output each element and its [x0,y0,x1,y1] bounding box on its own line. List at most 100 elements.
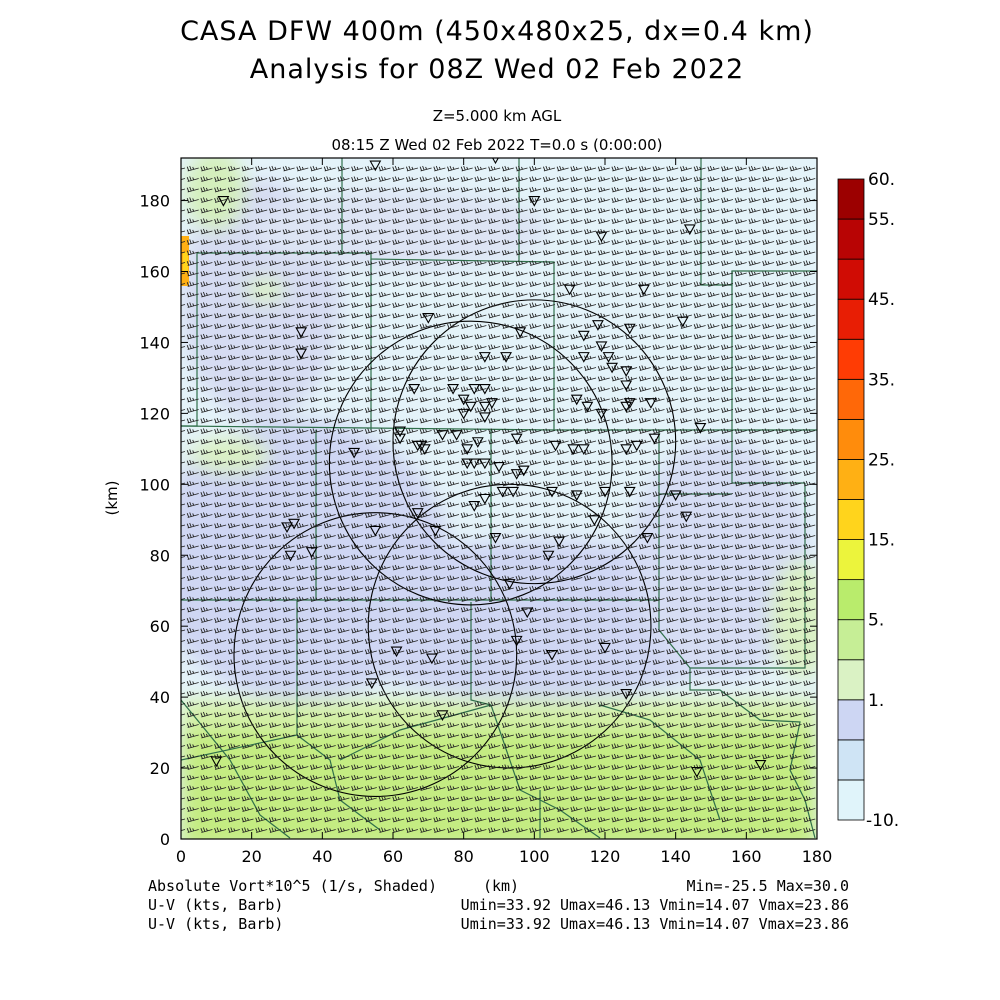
station-marker [422,313,435,324]
station-marker [478,383,491,395]
station-marker [457,394,470,406]
station-marker [457,408,470,420]
station-marker [478,493,491,505]
station-marker [599,642,611,654]
barb-label-1: U-V (kts, Barb) [148,896,283,914]
station-marker [528,196,541,207]
station-marker [411,508,424,519]
x-tick-label: 120 [590,847,621,866]
station-marker [447,383,460,395]
station-markers [210,158,767,778]
radar-range-circle [328,320,613,606]
station-marker [676,316,689,328]
barb-stats-2: Umin=33.92 Umax=46.13 Vmin=14.07 Vmax=23… [461,915,849,933]
station-marker [595,408,608,420]
x-tick-label: 140 [660,847,691,866]
colorbar-swatch [837,659,865,701]
station-marker [630,440,643,452]
station-marker [521,607,534,619]
station-marker [637,284,650,296]
station-marker [546,486,558,498]
station-marker [690,767,703,778]
colorbar-swatch [837,739,865,781]
station-marker [620,366,633,377]
y-tick-label: 40 [150,688,170,707]
x-tick-label: 180 [802,847,833,866]
station-marker [408,383,421,395]
colorbar-swatch [837,258,865,300]
station-marker [478,412,491,424]
station-marker [510,433,523,445]
x-tick-label: 0 [176,847,186,866]
station-marker [394,426,407,438]
station-marker [478,352,491,363]
y-tick-label: 120 [139,404,170,423]
station-marker [623,398,636,409]
station-marker [620,380,633,392]
station-marker [369,525,382,537]
station-marker [464,401,477,413]
station-marker [577,352,590,363]
colorbar-swatch [837,459,865,500]
plot-area [181,158,817,839]
radar-range-circle [233,512,518,797]
station-marker [418,444,431,455]
station-marker [507,486,520,498]
station-marker [284,550,297,562]
station-marker [623,486,636,498]
station-marker [680,511,693,523]
station-marker [305,547,318,558]
station-marker [581,401,594,413]
station-marker [295,348,308,360]
y-tick-label: 100 [139,475,170,494]
colorbar-swatch [837,298,865,340]
x-tick-label: 40 [312,847,332,866]
level-label: Z=5.000 km AGL [433,107,562,125]
colorbar-swatch [837,779,865,821]
station-marker [450,430,463,441]
barb-stats-1: Umin=33.92 Umax=46.13 Vmin=14.07 Vmax=23… [461,896,849,914]
y-axis: 0 20 40 60 80 100 120 140 160 180 [139,192,817,849]
colorbar-swatch [837,539,865,581]
colorbar-swatch [837,338,865,380]
station-marker [468,458,481,470]
station-marker [620,689,633,700]
x-tick-label: 80 [453,847,473,866]
station-marker [602,352,615,363]
colorbar-swatch [837,418,865,460]
station-marker [588,515,601,526]
yellow-spot [183,252,188,272]
station-marker [669,490,682,502]
colorbar-swatch [837,619,865,661]
station-marker [468,383,481,395]
station-marker [595,231,608,243]
station-marker [591,320,604,331]
chart-subtitle: Analysis for 08Z Wed 02 Feb 2022 [250,54,744,85]
station-marker [436,710,449,721]
station-marker [415,440,428,452]
wind-barbs [181,165,817,833]
station-marker [348,447,361,459]
station-marker [595,341,608,353]
station-marker [644,398,657,409]
colorbar-label: -10. [866,811,899,831]
station-marker [620,444,633,455]
colorbar-label: 1. [868,691,884,711]
colorbar-swatch [837,499,865,540]
station-marker [478,458,491,470]
station-marker [394,433,407,445]
station-marker [549,440,562,452]
light-green-patch [190,437,270,473]
station-marker [553,536,566,548]
station-marker [429,525,442,537]
colorbar-label: 15. [868,531,895,551]
station-marker [503,579,516,590]
station-marker [563,284,576,296]
x-axis: 0 20 40 60 80 100 120 140 160 180 [176,158,832,866]
colorbar-label: 55. [868,210,895,230]
station-marker [641,532,654,544]
station-marker [461,458,474,470]
x-axis-label: (km) [483,877,519,895]
colorbar-swatch [837,699,865,741]
